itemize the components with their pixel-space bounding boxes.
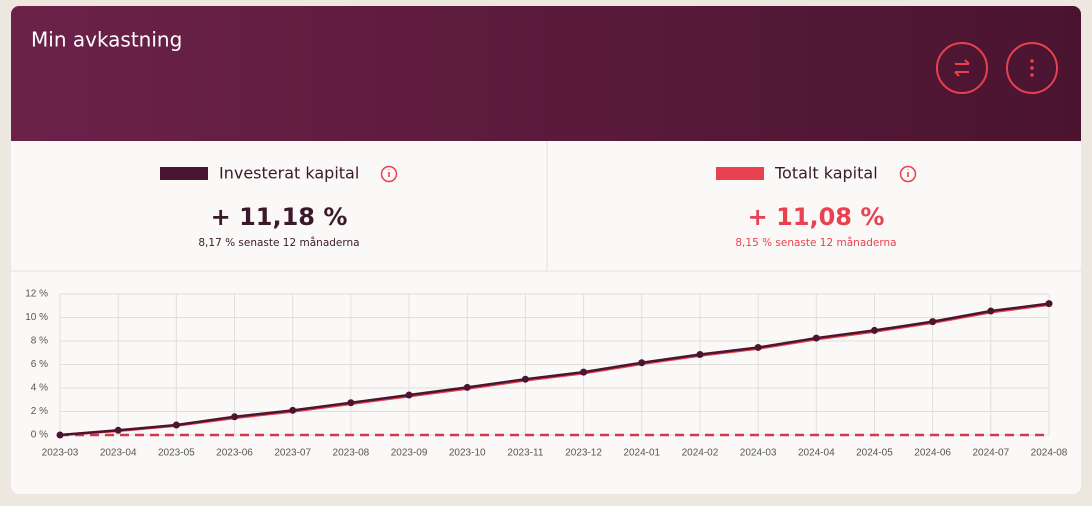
point — [463, 383, 471, 391]
y-tick-label: 10 % — [25, 312, 48, 323]
x-tick-label: 2023-10 — [449, 448, 486, 459]
point — [289, 406, 297, 414]
stat-value: + 11,08 % — [748, 203, 885, 231]
point — [521, 375, 529, 383]
point — [231, 413, 239, 421]
x-tick-label: 2024-08 — [1031, 448, 1068, 459]
x-tick-label: 2024-05 — [856, 448, 893, 459]
x-tick-label: 2024-01 — [623, 448, 660, 459]
x-tick-label: 2024-04 — [798, 448, 835, 459]
swap-button[interactable] — [936, 42, 988, 94]
legend-swatch — [716, 167, 764, 180]
point — [1045, 300, 1053, 308]
point — [405, 391, 413, 399]
y-tick-label: 6 % — [31, 359, 48, 370]
x-tick-label: 2023-05 — [158, 448, 195, 459]
legend-swatch — [160, 167, 208, 180]
x-tick-label: 2024-02 — [682, 448, 719, 459]
menu-button[interactable] — [1006, 42, 1058, 94]
y-tick-label: 2 % — [31, 406, 48, 417]
point — [696, 351, 704, 359]
stat-sub: 8,17 % senaste 12 månaderna — [198, 236, 359, 249]
x-tick-label: 2023-06 — [216, 448, 253, 459]
point — [812, 334, 820, 342]
point — [754, 343, 762, 351]
line — [59, 302, 1050, 437]
x-tick-label: 2023-03 — [42, 448, 79, 459]
legend-label: Investerat kapital — [219, 164, 359, 183]
point — [929, 318, 937, 326]
point — [172, 421, 180, 429]
x-tick-label: 2024-06 — [914, 448, 951, 459]
y-tick-label: 8 % — [31, 336, 48, 347]
plot: 0 % 2 % 4 % 6 % 8 % 10 % 12 % 2023-03 2023-04 202… — [25, 289, 1068, 459]
x-tick-label: 2023-04 — [100, 448, 137, 459]
y-tick-label: 0 % — [31, 430, 48, 441]
legend-label: Totalt kapital — [774, 164, 878, 183]
y-tick-label: 12 % — [25, 289, 48, 300]
point — [580, 368, 588, 376]
point — [987, 307, 995, 315]
point — [56, 431, 64, 439]
x-tick-label: 2024-07 — [972, 448, 1009, 459]
x-tick-label: 2023-12 — [565, 448, 602, 459]
info-icon[interactable] — [899, 165, 917, 183]
title: Min avkastning — [31, 28, 182, 52]
x-tick-label: 2023-07 — [274, 448, 311, 459]
point — [347, 399, 355, 407]
point — [114, 426, 122, 434]
stat-sub: 8,15 % senaste 12 månaderna — [735, 236, 896, 249]
info-icon[interactable] — [380, 165, 398, 183]
stat-value: + 11,18 % — [211, 203, 348, 231]
x-tick-label: 2023-09 — [391, 448, 428, 459]
card — [11, 6, 1081, 494]
card-header — [11, 6, 1081, 141]
x-tick-label: 2023-08 — [333, 448, 370, 459]
point — [638, 359, 646, 367]
x-tick-label: 2023-11 — [507, 448, 543, 459]
point — [870, 326, 878, 334]
x-tick-label: 2024-03 — [740, 448, 777, 459]
y-tick-label: 4 % — [31, 383, 48, 394]
